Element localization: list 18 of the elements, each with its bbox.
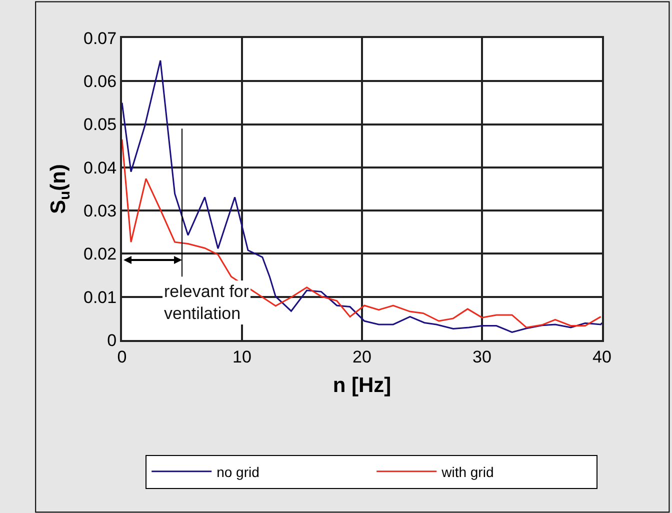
x-tick-label: 40 bbox=[592, 347, 612, 366]
y-tick-label: 0.03 bbox=[84, 202, 117, 221]
x-tick-label: 30 bbox=[472, 347, 492, 366]
legend-label: no grid bbox=[216, 464, 260, 480]
y-tick-label: 0.01 bbox=[84, 288, 117, 307]
y-tick-label: 0.02 bbox=[84, 244, 117, 264]
y-tick-label: 0.05 bbox=[84, 115, 117, 134]
x-axis-title: n [Hz] bbox=[332, 374, 392, 398]
line-series bbox=[122, 138, 602, 328]
y-tick-label: 0 bbox=[107, 330, 117, 350]
x-tick-label: 10 bbox=[232, 347, 252, 366]
ref-line-label: relevant for ventilation bbox=[164, 282, 250, 324]
y-tick-label: 0.06 bbox=[84, 72, 117, 92]
y-tick-label: 0.04 bbox=[84, 158, 117, 178]
line-series bbox=[122, 60, 602, 333]
x-tick-label: 20 bbox=[352, 347, 372, 366]
y-tick-label: 0.07 bbox=[84, 28, 117, 48]
legend-label: with grid bbox=[440, 464, 494, 480]
